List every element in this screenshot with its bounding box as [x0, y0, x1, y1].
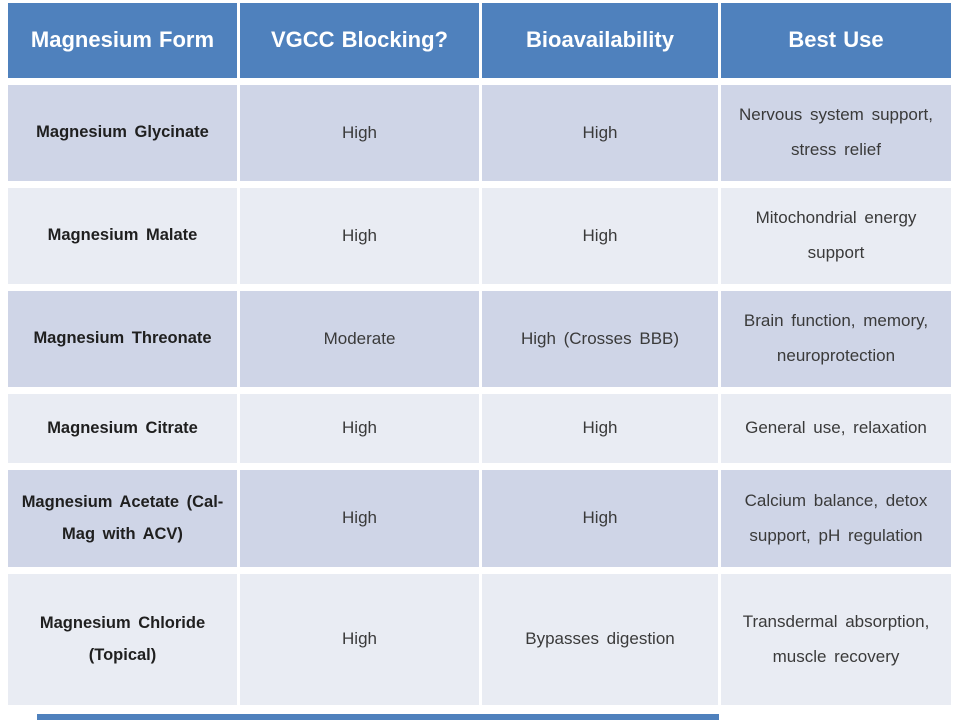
cell-bio: High: [482, 188, 718, 284]
magnesium-comparison-table: Magnesium Form VGCC Blocking? Bioavailab…: [8, 3, 951, 705]
cell-vgcc: Moderate: [240, 291, 479, 387]
cell-bio: High (Crosses BBB): [482, 291, 718, 387]
cell-vgcc: High: [240, 394, 479, 463]
cell-vgcc: High: [240, 574, 479, 705]
cell-use: Brain function, memory, neuroprotection: [721, 291, 951, 387]
cell-vgcc: High: [240, 85, 479, 181]
column-header-magnesium-form: Magnesium Form: [8, 3, 237, 78]
cell-bio: Bypasses digestion: [482, 574, 718, 705]
cell-form: Magnesium Citrate: [8, 394, 237, 463]
cell-vgcc: High: [240, 188, 479, 284]
cell-form: Magnesium Malate: [8, 188, 237, 284]
cell-bio: High: [482, 394, 718, 463]
cell-bio: High: [482, 470, 718, 567]
cell-use: Transdermal absorption, muscle recovery: [721, 574, 951, 705]
cell-form: Magnesium Glycinate: [8, 85, 237, 181]
column-header-bioavailability: Bioavailability: [482, 3, 718, 78]
cell-form: Magnesium Threonate: [8, 291, 237, 387]
cell-use: Mitochondrial energy support: [721, 188, 951, 284]
cell-form: Magnesium Acetate (Cal-Mag with ACV): [8, 470, 237, 567]
cell-use: General use, relaxation: [721, 394, 951, 463]
cell-bio: High: [482, 85, 718, 181]
cell-form: Magnesium Chloride (Topical): [8, 574, 237, 705]
cell-use: Calcium balance, detox support, pH regul…: [721, 470, 951, 567]
cell-use: Nervous system support, stress relief: [721, 85, 951, 181]
next-table-header-sliver: [37, 714, 719, 720]
column-header-vgcc-blocking: VGCC Blocking?: [240, 3, 479, 78]
cell-vgcc: High: [240, 470, 479, 567]
column-header-best-use: Best Use: [721, 3, 951, 78]
